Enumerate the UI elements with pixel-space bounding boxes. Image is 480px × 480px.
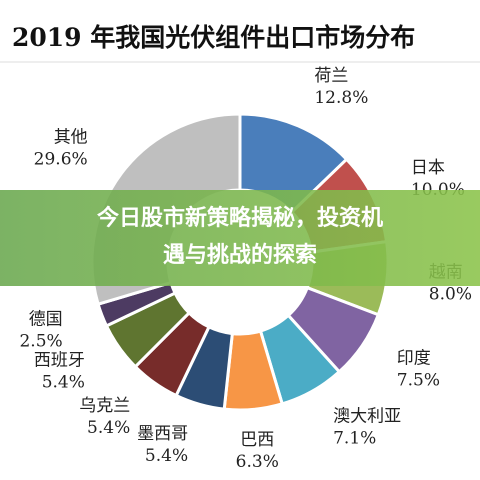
slice-value: 5.4% (42, 373, 85, 393)
chart-title: 2019 年我国光伏组件出口市场分布 (12, 23, 415, 52)
slice-name: 荷兰 (314, 66, 348, 86)
slice-name: 乌克兰 (79, 396, 130, 416)
banner (0, 190, 480, 286)
slice-value: 5.4% (145, 446, 188, 466)
slice-name: 日本 (411, 158, 445, 178)
slice-value: 29.6% (34, 149, 88, 169)
slice-name: 印度 (397, 348, 431, 368)
slice-value: 6.3% (236, 452, 279, 472)
slice-name: 澳大利亚 (333, 407, 401, 427)
slice-value: 12.8% (314, 88, 368, 108)
slice-value: 2.5% (19, 331, 62, 351)
slice-name: 德国 (29, 309, 63, 329)
slice-name: 其他 (54, 127, 88, 147)
banner-line: 遇与挑战的探索 (163, 242, 317, 268)
slice-value: 5.4% (87, 418, 130, 438)
slice-name: 西班牙 (34, 351, 85, 371)
slice-value: 7.1% (333, 429, 376, 449)
labels: 荷兰12.8%日本10.0%越南8.0%印度7.5%澳大利亚7.1%巴西6.3%… (19, 66, 472, 472)
slice-name: 墨西哥 (137, 424, 188, 444)
slice-name: 巴西 (240, 430, 274, 450)
banner-line: 今日股市新策略揭秘，投资机 (97, 205, 383, 231)
slice-value: 7.5% (397, 370, 440, 390)
slice-value: 8.0% (429, 284, 472, 304)
